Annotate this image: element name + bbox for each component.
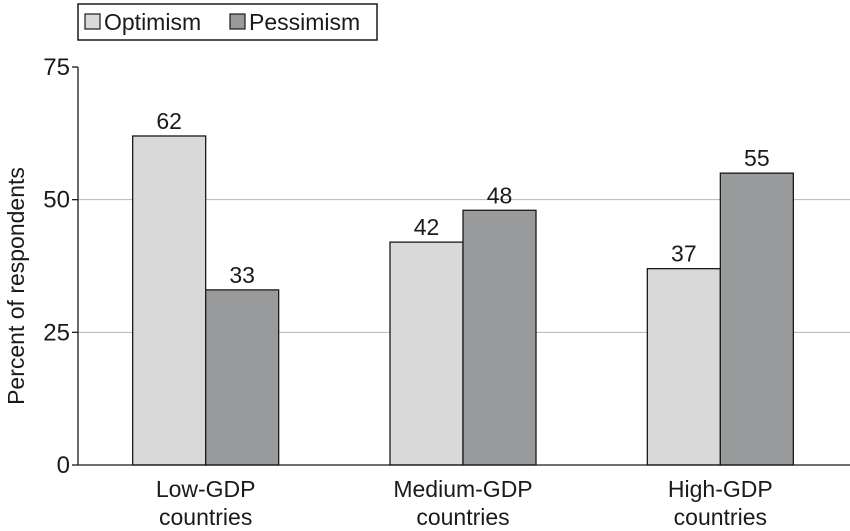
legend-swatch-optimism [84,13,101,30]
bar-optimism-3 [646,268,721,466]
data-label-optimism-2: 42 [414,214,440,240]
bar-optimism-2 [389,241,464,466]
legend: Optimism Pessimism [77,3,378,41]
bar-optimism-1 [132,135,207,466]
legend-swatch-pessimism [229,13,246,30]
y-tick-label-0: 0 [57,452,70,479]
data-label-pessimism-3: 55 [744,145,770,171]
data-label-pessimism-1: 33 [229,262,255,288]
y-axis-title: Percent of respondents [3,167,29,405]
bar-pessimism-2 [462,209,537,466]
bar-pessimism-3 [719,172,794,466]
data-label-optimism-1: 62 [156,108,182,134]
legend-label-optimism: Optimism [104,9,201,35]
legend-box [77,3,378,41]
bars [132,135,794,466]
legend-label-pessimism: Pessimism [249,9,360,35]
x-tick-label-3-line-2: countries [674,504,767,530]
x-tick-label-1-line-2: countries [159,504,252,530]
x-tick-label-1-line-1: Low-GDP [156,476,256,502]
data-label-pessimism-2: 48 [487,182,513,208]
y-tick-label-25: 25 [43,319,70,346]
labels: 02550756233Low-GDPcountries4248Medium-GD… [43,54,772,530]
y-tick-label-75: 75 [43,54,70,81]
data-label-optimism-3: 37 [671,241,697,267]
x-tick-label-2-line-1: Medium-GDP [393,476,532,502]
x-tick-label-2-line-2: countries [416,504,509,530]
x-tick-label-3-line-1: High-GDP [668,476,773,502]
axes [72,66,850,466]
bar-pessimism-1 [205,289,280,466]
y-tick-label-50: 50 [43,187,70,214]
